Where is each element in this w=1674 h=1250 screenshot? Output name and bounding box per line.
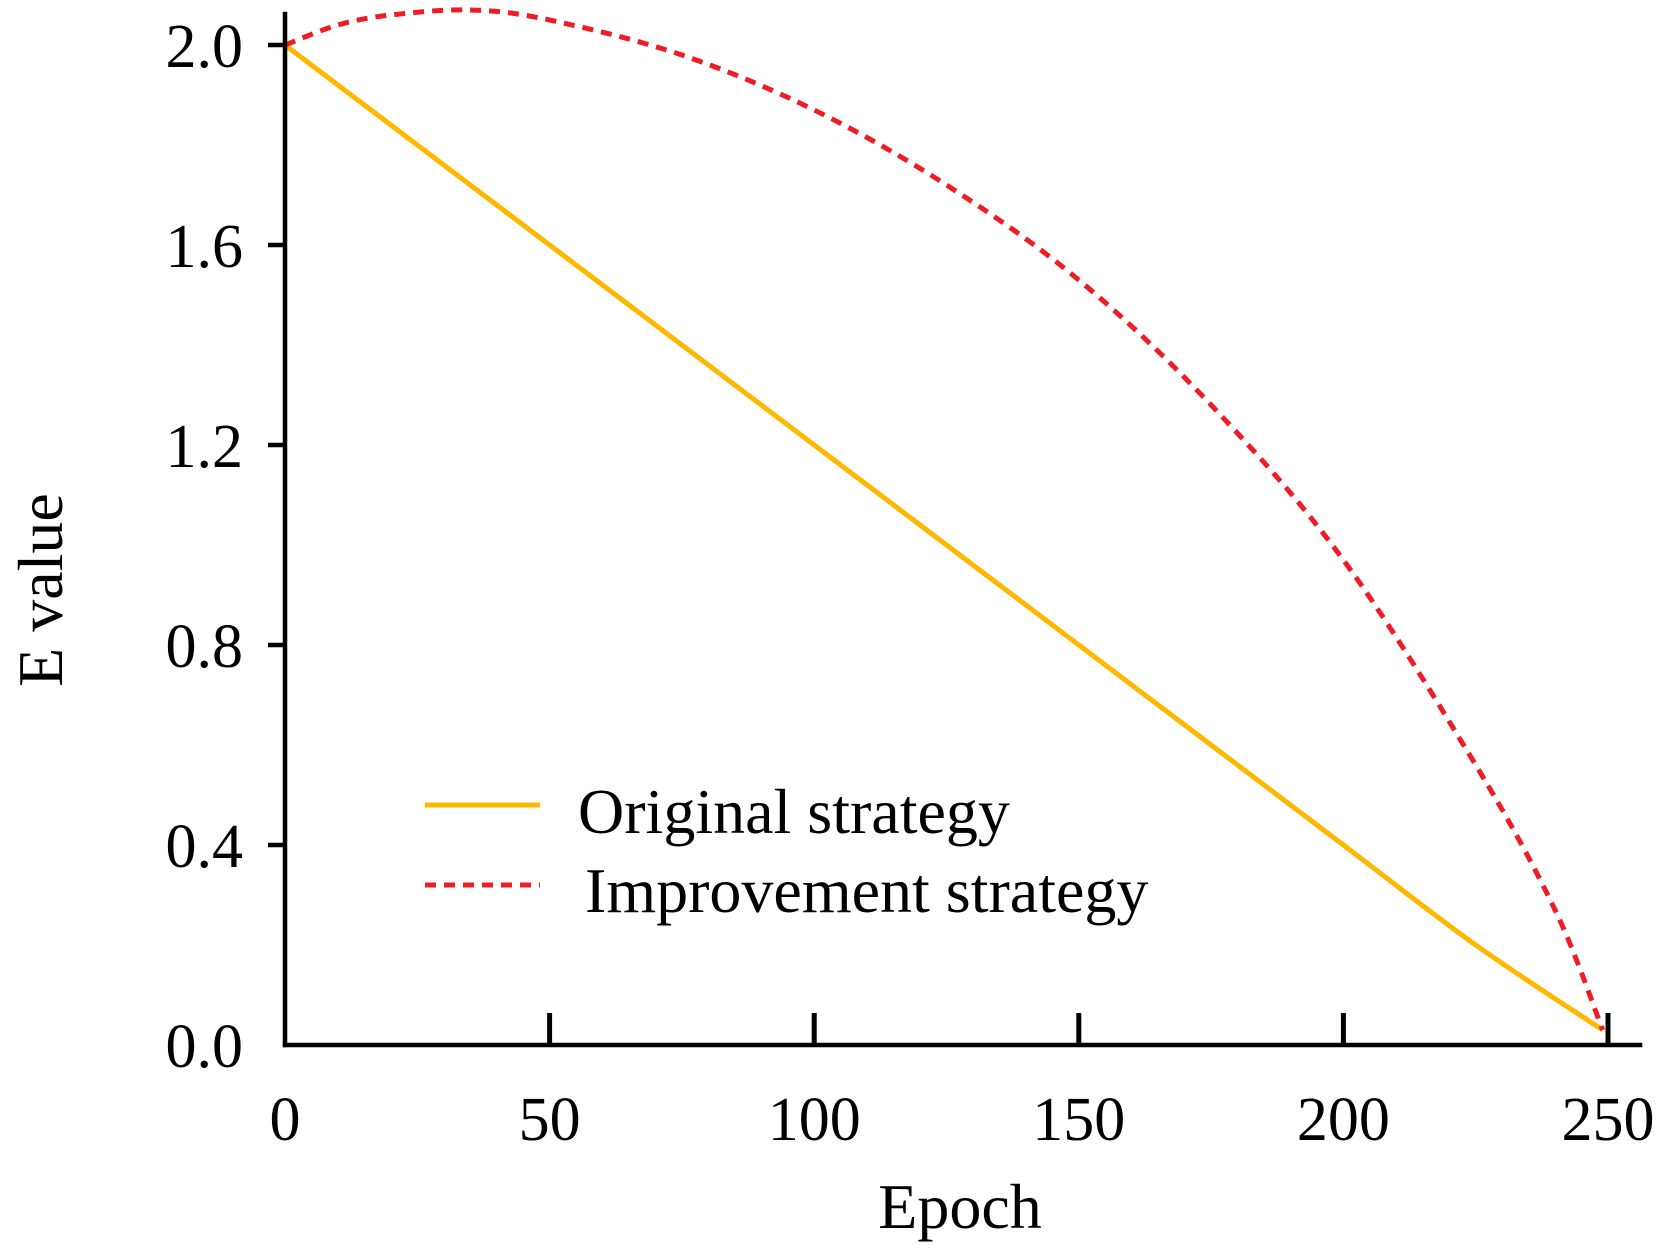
y-axis-label: E value bbox=[5, 493, 76, 687]
legend: Original strategy Improvement strategy bbox=[425, 776, 1148, 926]
y-tick-label: 2.0 bbox=[166, 13, 244, 81]
x-tick-label: 200 bbox=[1297, 1086, 1390, 1154]
ticks-layer: 0.0 0.4 0.8 1.2 1.6 2.0 0 50 100 150 200 250 bbox=[166, 13, 1655, 1154]
y-tick-label: 1.6 bbox=[166, 213, 244, 281]
x-tick-label: 0 bbox=[270, 1086, 301, 1154]
legend-label-1: Original strategy bbox=[578, 776, 1010, 847]
y-tick-label: 1.2 bbox=[166, 413, 244, 481]
y-tick-label: 0.0 bbox=[166, 1013, 244, 1081]
x-tick-label: 150 bbox=[1032, 1086, 1125, 1154]
x-tick-label: 100 bbox=[768, 1086, 861, 1154]
x-tick-label: 50 bbox=[519, 1086, 581, 1154]
x-tick-label: 250 bbox=[1562, 1086, 1655, 1154]
y-tick-label: 0.4 bbox=[166, 813, 244, 881]
x-axis-label: Epoch bbox=[878, 1171, 1042, 1242]
legend-label-2: Improvement strategy bbox=[585, 855, 1148, 926]
series-line-2 bbox=[284, 7, 1606, 1031]
y-tick-label: 0.8 bbox=[166, 613, 244, 681]
axes-layer bbox=[282, 11, 1643, 1048]
series-layer bbox=[283, 7, 1606, 1033]
series-line-1 bbox=[283, 43, 1605, 1033]
